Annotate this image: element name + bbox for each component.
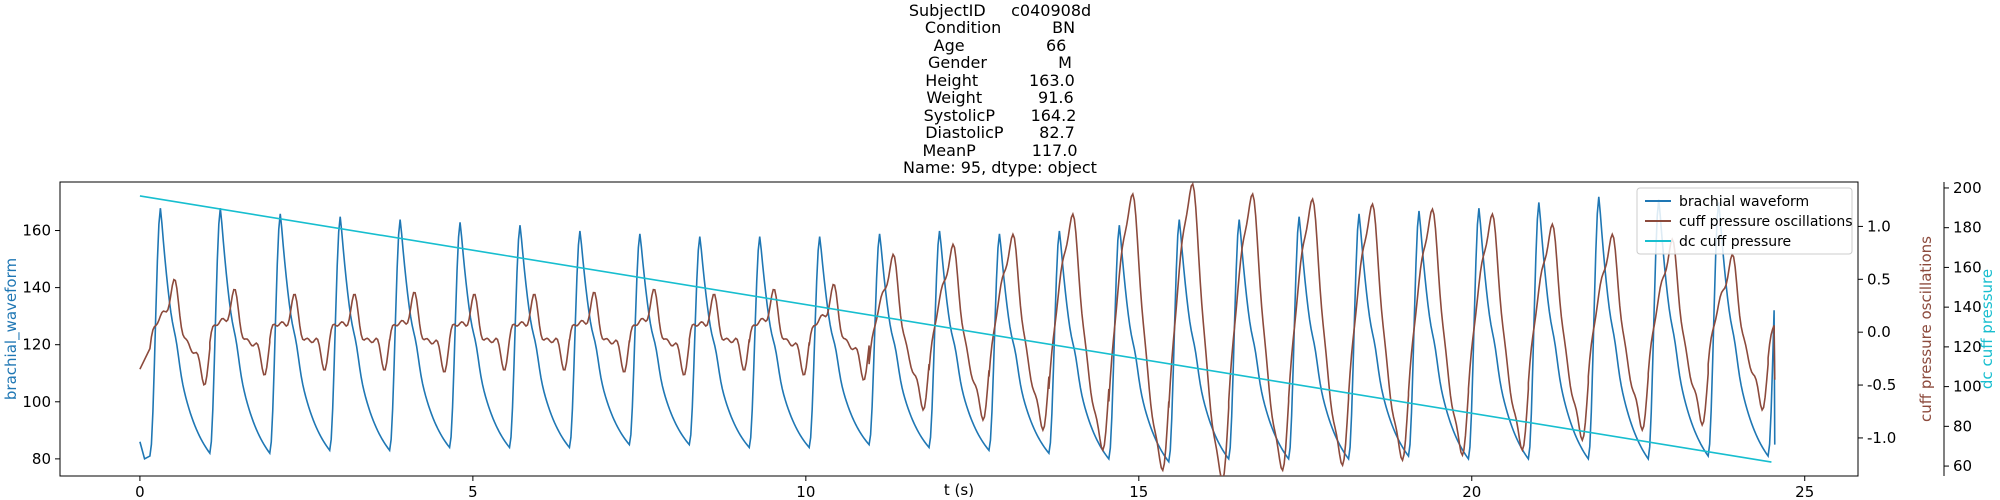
y-right1-tick-label: -0.5 bbox=[1867, 376, 1896, 394]
y-right1-tick-label: -1.0 bbox=[1867, 429, 1896, 447]
y-left-tick-label: 120 bbox=[22, 336, 51, 354]
title-line: Age 66 bbox=[934, 36, 1067, 55]
title-line: Gender M bbox=[928, 53, 1072, 72]
title-line: SystolicP 164.2 bbox=[924, 106, 1077, 125]
x-tick-label: 10 bbox=[796, 483, 815, 500]
title-line: SubjectID c040908d bbox=[909, 1, 1091, 20]
title-line: DiastolicP 82.7 bbox=[925, 123, 1075, 142]
title-line: Weight 91.6 bbox=[926, 88, 1073, 107]
legend-box bbox=[1636, 187, 1853, 255]
title-svg: SubjectID c040908d Condition BN Age 66 G… bbox=[903, 1, 1097, 177]
y-left-axis-label: brachial_waveform bbox=[2, 258, 21, 400]
x-axis-label: t (s) bbox=[944, 481, 974, 499]
axes-layer: 0 5 10 15 20 25t (s)80100120140160brachial_wa… bbox=[2, 179, 1996, 500]
y-right2-tick-label: 80 bbox=[1953, 417, 1972, 435]
y-right2-tick-label: 100 bbox=[1953, 378, 1982, 396]
y-right2-tick-label: 200 bbox=[1953, 179, 1982, 197]
series-line-dc-cuff-pressure bbox=[139, 195, 1772, 463]
legend: brachial waveform cuff pressure oscillati… bbox=[1636, 187, 1853, 255]
legend-label: cuff pressure oscillations bbox=[1679, 214, 1853, 230]
y-right2-tick-label: 120 bbox=[1953, 338, 1982, 356]
y-right1-axis-label: cuff pressure oscillations bbox=[1917, 236, 1935, 422]
y-left-tick-label: 100 bbox=[22, 393, 51, 411]
y-left-tick-label: 160 bbox=[22, 222, 51, 240]
x-tick-label: 25 bbox=[1795, 483, 1814, 500]
legend-label: brachial waveform bbox=[1679, 194, 1809, 210]
y-right1-tick-label: 0.0 bbox=[1867, 323, 1891, 341]
y-right2-tick-label: 60 bbox=[1953, 457, 1972, 475]
chart-title-block: SubjectID c040908d Condition BN Age 66 G… bbox=[0, 0, 2000, 178]
y-right1-tick-label: 0.5 bbox=[1867, 270, 1891, 288]
title-line: Height 163.0 bbox=[925, 71, 1075, 90]
series-line-brachial-waveform bbox=[139, 196, 1776, 464]
y-right1-tick-label: 1.0 bbox=[1867, 217, 1891, 235]
plot-frame bbox=[59, 181, 1859, 477]
x-tick-label: 5 bbox=[468, 483, 478, 500]
x-tick-label: 15 bbox=[1129, 483, 1148, 500]
legend-label: dc cuff pressure bbox=[1679, 234, 1791, 250]
y-left-tick-label: 80 bbox=[32, 450, 51, 468]
title-line: MeanP 117.0 bbox=[923, 141, 1078, 160]
title-line: Condition BN bbox=[925, 18, 1075, 37]
y-right2-tick-label: 180 bbox=[1953, 219, 1982, 237]
x-tick-label: 0 bbox=[135, 483, 145, 500]
title-line: Name: 95, dtype: object bbox=[903, 158, 1097, 177]
y-left-tick-label: 140 bbox=[22, 279, 51, 297]
series-line-cuff-pressure-oscillations bbox=[139, 182, 1776, 476]
x-tick-label: 20 bbox=[1462, 483, 1481, 500]
y-right2-axis-label: dc cuff pressure bbox=[1978, 269, 1996, 389]
series-layer bbox=[139, 182, 1776, 476]
y-right2-tick-label: 160 bbox=[1953, 258, 1982, 276]
y-right2-tick-label: 140 bbox=[1953, 298, 1982, 316]
